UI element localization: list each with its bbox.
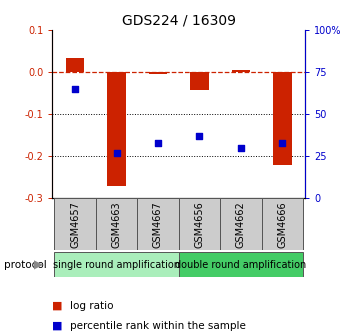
Bar: [273, 72, 292, 165]
FancyBboxPatch shape: [96, 198, 137, 250]
Point: [114, 150, 119, 156]
Text: log ratio: log ratio: [70, 301, 114, 311]
Text: GSM4666: GSM4666: [277, 201, 287, 248]
Text: ■: ■: [52, 321, 63, 331]
FancyBboxPatch shape: [179, 198, 220, 250]
Text: protocol: protocol: [4, 260, 46, 269]
FancyBboxPatch shape: [179, 252, 303, 277]
Point: [279, 140, 285, 145]
Point: [238, 145, 244, 151]
Text: single round amplification: single round amplification: [53, 260, 180, 269]
Text: ■: ■: [52, 301, 63, 311]
Point: [72, 86, 78, 92]
Text: ▶: ▶: [34, 258, 43, 271]
FancyBboxPatch shape: [137, 198, 179, 250]
Text: GSM4663: GSM4663: [112, 201, 122, 248]
FancyBboxPatch shape: [55, 198, 96, 250]
Bar: [149, 72, 167, 74]
Bar: [231, 70, 250, 72]
FancyBboxPatch shape: [55, 252, 179, 277]
Text: percentile rank within the sample: percentile rank within the sample: [70, 321, 246, 331]
Text: GSM4657: GSM4657: [70, 201, 80, 248]
FancyBboxPatch shape: [220, 198, 262, 250]
Text: GSM4656: GSM4656: [195, 201, 204, 248]
Point: [155, 140, 161, 145]
Title: GDS224 / 16309: GDS224 / 16309: [122, 14, 236, 28]
FancyBboxPatch shape: [262, 198, 303, 250]
Bar: [107, 72, 126, 185]
Point: [196, 133, 202, 139]
Bar: [66, 57, 84, 72]
Text: GSM4662: GSM4662: [236, 201, 246, 248]
Text: GSM4667: GSM4667: [153, 201, 163, 248]
Text: double round amplification: double round amplification: [175, 260, 306, 269]
Bar: [190, 72, 209, 90]
